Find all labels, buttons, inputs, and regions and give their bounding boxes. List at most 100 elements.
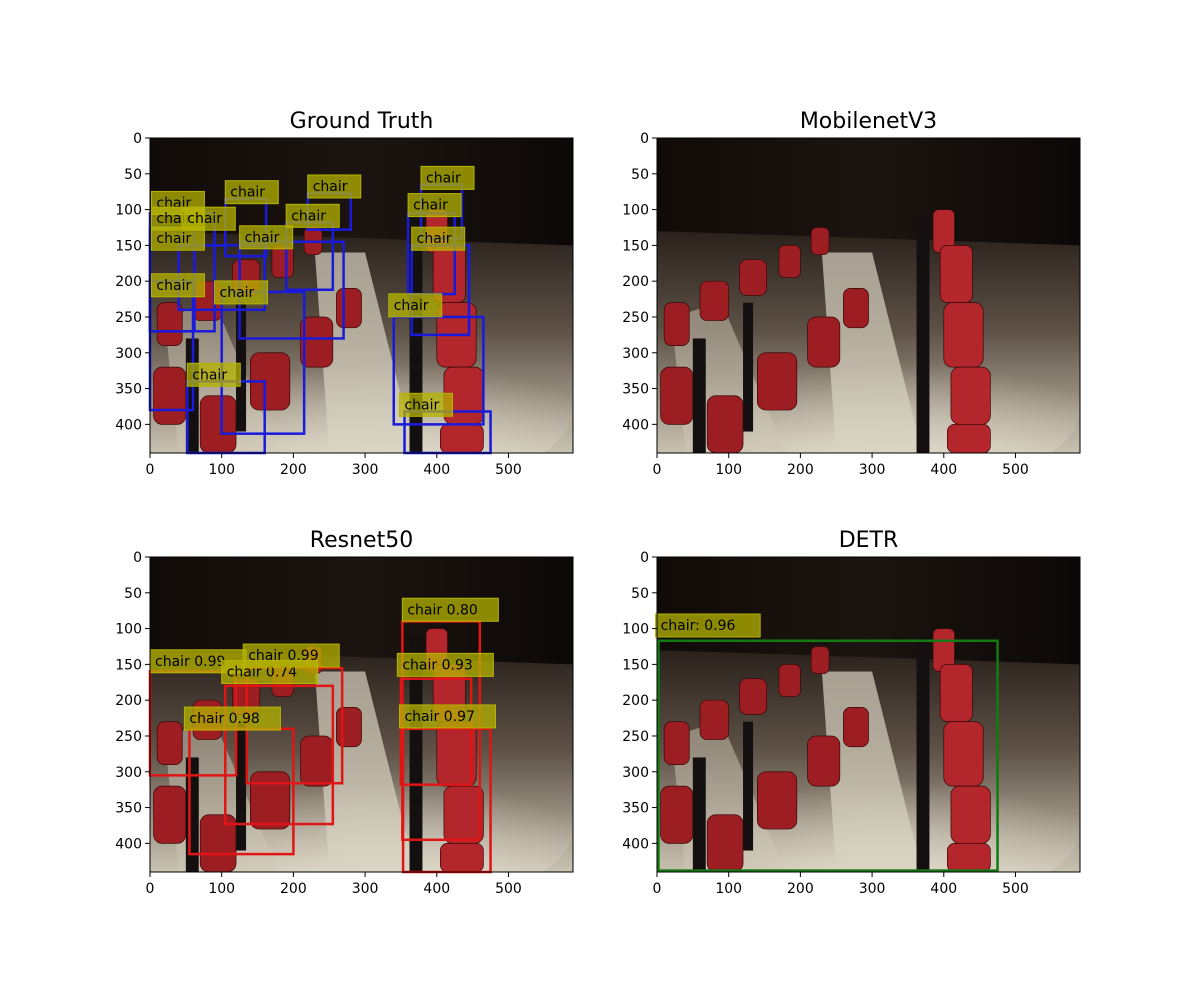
y-tick-label: 150 [622,657,649,673]
x-tick-label: 0 [146,881,155,897]
label-tag [411,226,466,251]
y-tick-label: 50 [631,586,649,602]
label-text: chair [413,198,448,214]
panel-title: Ground Truth [290,109,434,134]
photo [657,138,1080,453]
label-tag [186,362,241,387]
x-tick-label: 300 [859,462,886,478]
x-tick-label: 0 [653,462,662,478]
y-tick-label: 150 [115,238,142,254]
y-tick-label: 350 [115,801,142,817]
x-tick-label: 100 [208,881,235,897]
y-tick-label: 100 [622,203,649,219]
label-tag [181,206,236,231]
label-tag [396,652,494,677]
y-tick-label: 150 [115,657,142,673]
y-tick-label: 150 [622,238,649,254]
y-tick-label: 250 [622,729,649,745]
y-tick-label: 350 [115,382,142,398]
label-text: chair 0.99 [155,654,225,670]
x-tick-label: 100 [715,462,742,478]
label-text: chair [230,185,265,201]
y-tick-label: 400 [115,417,142,433]
panel-mobilenetv3: MobilenetV3 0 100 200 300 400 500 0 50 100 150 200 2… [622,109,1081,478]
y-tick-label: 350 [622,382,649,398]
y-tick-label: 400 [622,417,649,433]
x-tick-label: 200 [280,881,307,897]
label-tag [150,226,205,251]
label-text: chair 0.99 [248,648,318,664]
y-tick-label: 400 [115,836,142,852]
y-tick-label: 200 [115,274,142,290]
panel-title: MobilenetV3 [800,109,937,134]
label-tag [401,597,499,622]
y-tick-label: 300 [115,346,142,362]
x-tick-label: 500 [495,881,522,897]
label-tag [398,392,453,417]
label-text: chair 0.80 [407,602,477,618]
x-tick-label: 200 [787,462,814,478]
x-tick-label: 400 [423,881,450,897]
label-tag [388,293,443,318]
label-tag [242,643,340,668]
x-tick-label: 100 [208,462,235,478]
bounding-box [399,677,473,786]
label-tag [407,193,462,218]
axes-frame [656,137,1081,454]
label-text: chair [417,231,452,247]
y-tick-label: 100 [115,622,142,638]
y-tick-label: 400 [622,836,649,852]
y-tick-label: 200 [115,693,142,709]
x-tick-label: 400 [930,881,957,897]
label-text: chair [426,170,461,186]
x-tick-label: 100 [715,881,742,897]
panel-detr: DETR chair: 0.96 0 100 200 300 400 500 0 50 100 150… [622,528,1081,897]
label-tag [183,706,281,731]
y-tick-label: 350 [622,801,649,817]
y-tick-label: 0 [640,131,649,147]
axes-frame [149,556,574,873]
y-tick-label: 250 [115,310,142,326]
label-text: chair 0.74 [227,665,298,681]
bounding-box [657,639,999,872]
x-tick-label: 500 [495,462,522,478]
label-tag [655,613,761,638]
label-text: chair [220,285,255,301]
y-tick-label: 0 [133,131,142,147]
label-text: chair [394,298,429,314]
y-tick-label: 300 [622,346,649,362]
label-text: chair [291,208,326,224]
panel-title: Resnet50 [310,528,413,553]
y-tick-label: 50 [124,586,142,602]
label-text: chair: 0.96 [661,618,736,634]
label-text: chair 0.97 [404,709,474,725]
x-tick-label: 400 [930,462,957,478]
label-text: chair 0.98 [189,711,259,727]
label-tag [398,704,496,729]
axes-frame [656,556,1081,873]
y-tick-label: 300 [115,765,142,781]
x-tick-label: 300 [859,881,886,897]
x-tick-label: 200 [280,462,307,478]
label-text: chair [192,367,227,383]
y-tick-label: 100 [115,203,142,219]
y-tick-label: 50 [124,167,142,183]
label-text: chair [156,278,191,294]
label-tag [214,280,269,305]
x-tick-label: 500 [1002,881,1029,897]
label-text: chair [404,397,439,413]
label-text: chair [187,211,222,227]
label-tag [307,174,362,199]
y-tick-label: 200 [622,693,649,709]
y-tick-label: 0 [640,550,649,566]
y-tick-label: 250 [115,729,142,745]
label-tag [150,273,205,298]
bounding-box [224,684,335,826]
x-tick-label: 200 [787,881,814,897]
y-tick-label: 200 [622,274,649,290]
x-tick-label: 0 [653,881,662,897]
label-text: chair [245,230,280,246]
x-tick-label: 400 [423,462,450,478]
